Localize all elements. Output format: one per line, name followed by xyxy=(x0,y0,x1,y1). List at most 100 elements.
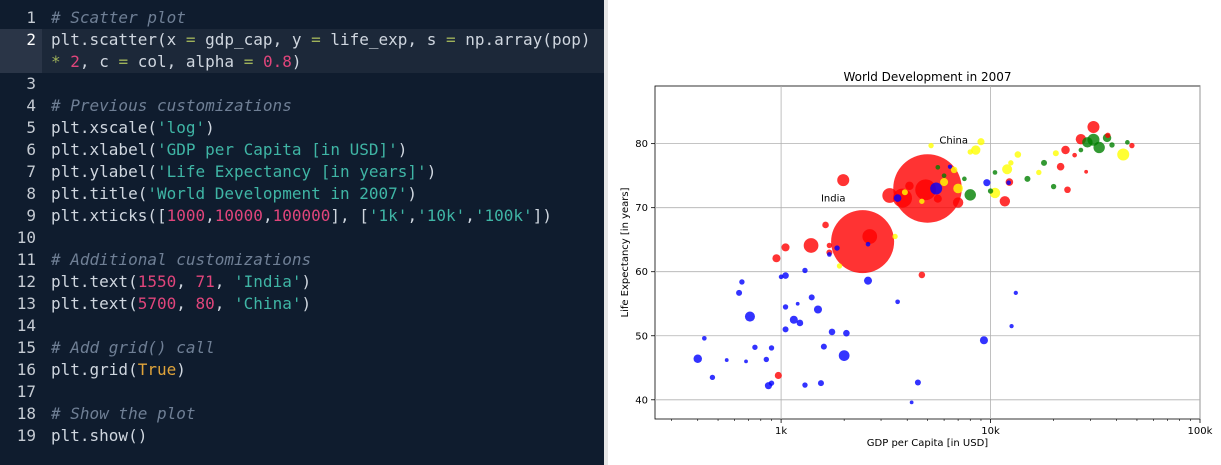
code-token: 10000 xyxy=(214,206,263,225)
code-line[interactable]: 3 xyxy=(0,73,604,95)
code-token: plt.xscale( xyxy=(51,118,157,137)
code-token: = xyxy=(185,30,196,49)
data-point-red xyxy=(905,181,914,191)
code-line[interactable]: 12 plt.text(1550, 71, 'India') xyxy=(0,271,604,293)
code-token: ) xyxy=(301,272,312,291)
code-line[interactable]: 11 # Additional customizations xyxy=(0,249,604,271)
code-line[interactable]: 4 # Previous customizations xyxy=(0,95,604,117)
data-point-red xyxy=(915,179,937,201)
code-token: 2 xyxy=(70,52,80,71)
data-point-red xyxy=(1072,152,1077,158)
code-line[interactable]: 8 plt.title('World Development in 2007') xyxy=(0,183,604,205)
code-text: # Previous customizations xyxy=(51,95,292,117)
code-token: 'log' xyxy=(156,118,206,137)
data-point-blue xyxy=(813,305,823,314)
code-editor[interactable]: 1 # Scatter plot 2 plt.scatter(x = gdp_cap,… xyxy=(0,0,604,465)
x-tick-label: 100k xyxy=(1188,426,1213,437)
data-point-red xyxy=(781,243,790,252)
line-number: 13 xyxy=(16,294,36,313)
code-line[interactable]: 6 plt.xlabel('GDP per Capita [in USD]') xyxy=(0,139,604,161)
code-line[interactable]: 9 plt.xticks([1000,10000,100000], ['1k','… xyxy=(0,205,604,227)
data-point-blue xyxy=(724,358,729,362)
code-token: x xyxy=(166,30,186,49)
code-token: 71 xyxy=(195,272,215,291)
data-point-yellow xyxy=(953,183,963,194)
line-number: 6 xyxy=(26,140,36,159)
code-token: ) xyxy=(291,52,302,71)
data-point-red xyxy=(1061,145,1070,155)
line-number: 14 xyxy=(16,316,36,335)
code-token: = xyxy=(311,30,321,49)
chart-marks xyxy=(693,120,1135,405)
data-point-red xyxy=(1087,120,1100,133)
data-point-yellow xyxy=(950,166,958,174)
data-point-blue xyxy=(1013,290,1018,295)
code-token: plt.xlabel( xyxy=(51,140,157,159)
code-line[interactable]: 2 plt.scatter(x = gdp_cap, y = life_exp, … xyxy=(0,29,604,51)
code-text: plt.grid(True) xyxy=(51,359,186,381)
code-line[interactable]: 19 plt.show() xyxy=(0,425,604,447)
code-text: plt.title('World Development in 2007') xyxy=(51,183,417,205)
data-point-red xyxy=(1064,186,1071,194)
code-token: , xyxy=(407,206,418,225)
code-text: plt.text(1550, 71, 'India') xyxy=(51,271,311,293)
code-line[interactable]: 15 # Add grid() call xyxy=(0,337,604,359)
code-token: 5700 xyxy=(137,294,177,313)
code-line[interactable]: 16 plt.grid(True) xyxy=(0,359,604,381)
active-line-gutter xyxy=(0,51,42,73)
code-line[interactable]: 5 plt.xscale('log') xyxy=(0,117,604,139)
data-point-yellow xyxy=(1036,169,1042,176)
code-token: plt.scatter( xyxy=(51,30,167,49)
data-point-green xyxy=(962,176,967,182)
data-point-green xyxy=(1078,147,1084,153)
data-point-red xyxy=(1129,142,1135,149)
code-token: ) xyxy=(301,294,312,313)
code-token: plt.ylabel( xyxy=(51,162,157,181)
code-token: = xyxy=(243,52,254,71)
code-token: 1550 xyxy=(137,272,177,291)
code-line[interactable]: * 2, c = col, alpha = 0.8) xyxy=(0,51,604,73)
code-text: plt.xlabel('GDP per Capita [in USD]') xyxy=(51,139,407,161)
code-line[interactable]: 18 # Show the plot xyxy=(0,403,604,425)
code-token: , xyxy=(176,272,196,291)
data-point-blue xyxy=(827,252,832,257)
code-token: True xyxy=(137,360,177,379)
code-line[interactable]: 14 xyxy=(0,315,604,337)
data-point-red xyxy=(1056,162,1065,171)
annotation-india: India xyxy=(821,193,846,204)
data-point-green xyxy=(1093,141,1105,154)
code-line[interactable]: 17 xyxy=(0,381,604,403)
code-token: = xyxy=(118,52,129,71)
code-token: ) xyxy=(176,360,186,379)
code-token: # Show the plot xyxy=(51,404,196,423)
code-line[interactable]: 13 plt.text(5700, 80, 'China') xyxy=(0,293,604,315)
code-line[interactable]: 1 # Scatter plot xyxy=(0,7,604,29)
data-point-yellow xyxy=(1117,148,1130,161)
data-point-blue xyxy=(893,194,902,202)
data-point-yellow xyxy=(836,263,843,269)
code-token: # Add grid() call xyxy=(51,338,215,357)
line-number: 3 xyxy=(26,74,36,93)
code-line[interactable]: 10 xyxy=(0,227,604,249)
code-token: , xyxy=(262,206,273,225)
code-token: , c xyxy=(79,52,119,71)
data-point-blue xyxy=(865,241,871,247)
plot-area xyxy=(654,85,1201,420)
data-point-red xyxy=(826,242,833,249)
data-point-red xyxy=(837,174,850,187)
code-token: ) xyxy=(426,162,437,181)
y-tick-label: 40 xyxy=(635,395,648,406)
data-point-blue xyxy=(768,345,775,351)
line-number: 11 xyxy=(16,250,36,269)
y-tick-label: 50 xyxy=(635,331,648,342)
data-point-red xyxy=(933,194,942,203)
code-token: 'Life Expectancy [in years]' xyxy=(156,162,427,181)
code-token: '10k' xyxy=(417,206,466,225)
code-line[interactable]: 7 plt.ylabel('Life Expectancy [in years]'… xyxy=(0,161,604,183)
data-point-red xyxy=(999,196,1011,207)
code-token xyxy=(61,52,71,71)
code-token: plt.text( xyxy=(51,294,138,313)
data-point-blue xyxy=(782,304,789,310)
code-token: '100k' xyxy=(474,206,533,225)
y-tick-label: 70 xyxy=(635,203,648,214)
